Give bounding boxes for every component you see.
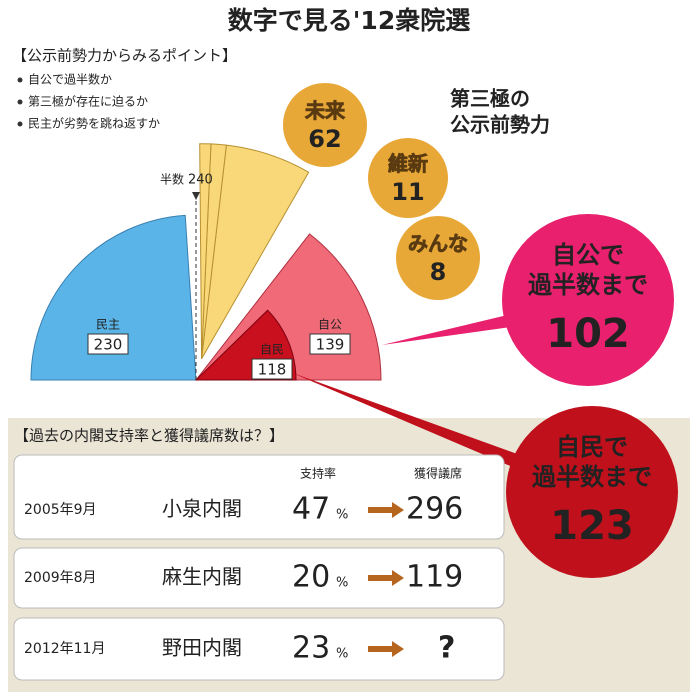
row-cabinet: 野田内閣 bbox=[162, 636, 242, 660]
party-name: みんな bbox=[408, 232, 468, 256]
seat-name: 自民 bbox=[260, 343, 284, 357]
row-seats: ? bbox=[438, 631, 455, 666]
col-support: 支持率 bbox=[300, 466, 336, 481]
party-bubble bbox=[396, 216, 480, 300]
seat-box bbox=[309, 333, 351, 355]
pointer bbox=[290, 372, 520, 468]
row-arrow bbox=[368, 502, 404, 518]
third-pole-label: 第三極の bbox=[450, 87, 530, 111]
majority-arrow bbox=[192, 192, 200, 200]
row-cabinet: 麻生内閣 bbox=[162, 565, 242, 589]
callout-value: 102 bbox=[546, 311, 630, 357]
seat-value: 118 bbox=[258, 361, 287, 379]
row-unit: % bbox=[336, 576, 348, 591]
seat-value: 139 bbox=[316, 336, 345, 354]
callout-label: 過半数まで bbox=[532, 463, 652, 491]
bullet bbox=[17, 99, 23, 105]
row-arrow bbox=[368, 570, 404, 586]
majority-value: 240 bbox=[188, 173, 213, 188]
party-name: 未来 bbox=[305, 99, 346, 123]
callout-bubble bbox=[506, 406, 678, 578]
sector-minshu bbox=[30, 214, 197, 381]
history-row bbox=[13, 547, 505, 609]
seat-value: 230 bbox=[94, 336, 123, 354]
seat-name: 自公 bbox=[318, 318, 342, 332]
point-item: 自公で過半数か bbox=[28, 72, 112, 87]
row-support: 23 bbox=[292, 631, 330, 666]
party-bubble bbox=[368, 138, 448, 218]
row-cabinet: 小泉内閣 bbox=[162, 497, 242, 521]
callout-label: 自民で bbox=[556, 433, 628, 461]
sector-third-pole bbox=[199, 143, 212, 359]
row-support: 47 bbox=[292, 492, 330, 527]
row-seats: 119 bbox=[406, 560, 463, 595]
callout-label: 過半数まで bbox=[528, 271, 648, 299]
seat-name: 民主 bbox=[96, 318, 120, 332]
col-seats: 獲得議席 bbox=[414, 466, 462, 481]
callout-value: 123 bbox=[550, 503, 634, 549]
row-unit: % bbox=[336, 647, 348, 662]
bullet bbox=[17, 121, 23, 127]
row-unit: % bbox=[336, 508, 348, 523]
seat-box bbox=[87, 333, 129, 355]
party-bubble bbox=[283, 83, 367, 167]
majority-label: 半数 bbox=[160, 172, 184, 187]
callout-label: 自公で bbox=[552, 241, 624, 269]
party-value: 8 bbox=[430, 258, 447, 286]
seat-box bbox=[251, 358, 293, 380]
row-date: 2005年9月 bbox=[24, 502, 97, 518]
third-pole-label: 公示前勢力 bbox=[450, 113, 550, 137]
point-item: 民主が劣勢を跳ね返すか bbox=[28, 116, 160, 131]
history-heading: 【過去の内閣支持率と獲得議席数は？】 bbox=[14, 427, 284, 445]
row-arrow bbox=[368, 641, 404, 657]
callout-bubble bbox=[502, 214, 674, 386]
title: 数字で見る'12衆院選 bbox=[228, 6, 470, 35]
point-item: 第三極が存在に迫るか bbox=[28, 94, 148, 109]
party-name: 維新 bbox=[388, 152, 428, 176]
history-row bbox=[13, 454, 505, 540]
row-date: 2012年11月 bbox=[24, 641, 105, 657]
row-support: 20 bbox=[292, 560, 330, 595]
row-seats: 296 bbox=[406, 492, 463, 527]
bullet bbox=[17, 77, 23, 83]
points-heading: 【公示前勢力からみるポイント】 bbox=[12, 47, 237, 65]
history-row bbox=[13, 617, 505, 681]
row-date: 2009年8月 bbox=[24, 570, 97, 586]
party-value: 11 bbox=[391, 178, 424, 206]
party-value: 62 bbox=[308, 125, 341, 153]
pointer bbox=[382, 312, 525, 345]
